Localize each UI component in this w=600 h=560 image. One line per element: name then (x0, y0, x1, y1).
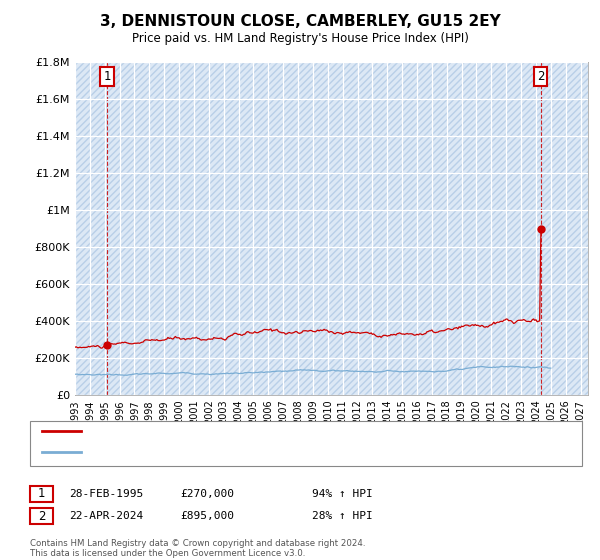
Text: 22-APR-2024: 22-APR-2024 (69, 511, 143, 521)
Text: 94% ↑ HPI: 94% ↑ HPI (312, 489, 373, 499)
Text: 1: 1 (38, 487, 45, 501)
Text: 1: 1 (103, 70, 111, 83)
Text: 3, DENNISTOUN CLOSE, CAMBERLEY, GU15 2EY: 3, DENNISTOUN CLOSE, CAMBERLEY, GU15 2EY (100, 14, 500, 29)
Text: 3, DENNISTOUN CLOSE, CAMBERLEY, GU15 2EY (detached house): 3, DENNISTOUN CLOSE, CAMBERLEY, GU15 2EY… (87, 426, 447, 436)
Text: 28% ↑ HPI: 28% ↑ HPI (312, 511, 373, 521)
Text: 2: 2 (537, 70, 544, 83)
Text: £270,000: £270,000 (180, 489, 234, 499)
Text: £895,000: £895,000 (180, 511, 234, 521)
Text: Contains HM Land Registry data © Crown copyright and database right 2024.
This d: Contains HM Land Registry data © Crown c… (30, 539, 365, 558)
Text: 2: 2 (38, 510, 45, 523)
Text: 28-FEB-1995: 28-FEB-1995 (69, 489, 143, 499)
Text: Price paid vs. HM Land Registry's House Price Index (HPI): Price paid vs. HM Land Registry's House … (131, 32, 469, 45)
Text: HPI: Average price, detached house, Surrey Heath: HPI: Average price, detached house, Surr… (87, 447, 361, 457)
